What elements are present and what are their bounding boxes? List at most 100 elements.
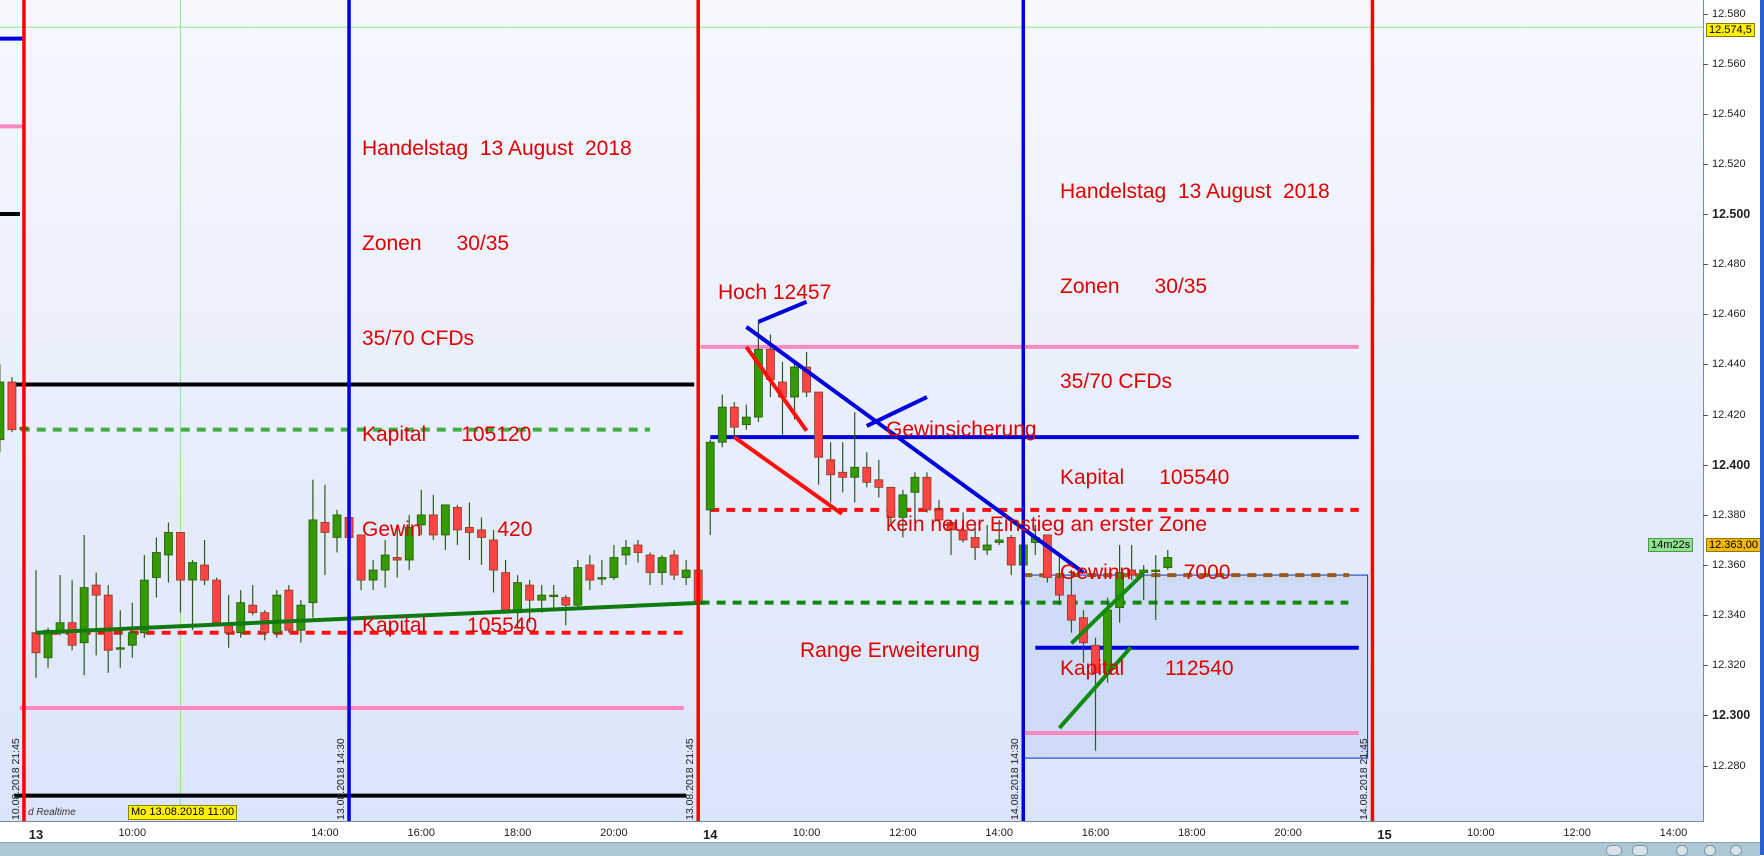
price-tick-label: 12.360 [1712, 559, 1746, 572]
candle-body [633, 544, 643, 553]
candle [874, 459, 884, 498]
candle [645, 552, 655, 586]
candle-body [452, 506, 462, 531]
candle [1127, 544, 1137, 581]
candle [1067, 570, 1076, 633]
session-line-label: 13.08.2018 21:45 [684, 738, 697, 820]
candle-body [1163, 557, 1173, 568]
note-line: kein neuer Einstieg an erster Zone [886, 512, 1208, 536]
time-tick-label: 15 [1377, 827, 1392, 842]
scroll-right-button[interactable] [1632, 845, 1648, 856]
candle-body [380, 554, 390, 571]
time-tick-label: 18:00 [1178, 827, 1206, 839]
candle [814, 391, 823, 485]
horizontal-scrollbar[interactable] [0, 842, 1760, 856]
candle-body [946, 522, 956, 531]
candle [958, 512, 968, 543]
candle [55, 575, 65, 636]
candle-body [790, 366, 799, 398]
candle-body [176, 532, 185, 581]
candle-body [103, 594, 113, 651]
candle-body [705, 441, 715, 511]
note-line: Gewin 420 [362, 518, 533, 542]
candle [212, 577, 222, 626]
price-tick-mark [1703, 163, 1708, 165]
session-line-label: 14.08.2018 14:30 [1009, 738, 1022, 820]
candle [404, 514, 414, 571]
candle-body [862, 466, 872, 483]
candle [886, 486, 896, 525]
candle-body [212, 579, 222, 624]
price-tick-label: 12.280 [1712, 759, 1746, 772]
candle-body [573, 567, 583, 606]
candle [272, 590, 282, 638]
candle [633, 539, 643, 563]
candle-body [465, 527, 474, 533]
candle-body [43, 629, 53, 659]
candle-body [729, 406, 739, 428]
candle-body [681, 569, 691, 578]
candle-body [115, 647, 125, 650]
candle [525, 580, 535, 623]
candle-body [91, 584, 101, 596]
time-tick-label: 12:00 [889, 827, 917, 839]
scroll-left-button[interactable] [1606, 845, 1622, 856]
candle-body [236, 602, 246, 634]
price-tick-mark [1703, 264, 1708, 266]
candle [452, 504, 462, 545]
price-tick-mark [1703, 615, 1708, 617]
candle-body [164, 532, 173, 556]
candle [368, 560, 378, 591]
zoom-out-icon[interactable] [1704, 845, 1716, 856]
zoom-in-icon[interactable] [1676, 845, 1688, 856]
gewinsicherung-pointer-line [865, 395, 928, 428]
window-border [1760, 0, 1764, 855]
time-tick-label: 10:00 [1467, 827, 1495, 839]
candle [826, 442, 836, 503]
price-tick-label: 12.420 [1712, 408, 1746, 421]
candle [320, 484, 330, 576]
price-tick-mark [1703, 715, 1708, 717]
price-tick-label: 12.480 [1712, 258, 1746, 271]
candlestick-chart[interactable] [0, 0, 1704, 822]
candle [1055, 557, 1064, 606]
candle [657, 555, 667, 586]
note-line: Gewinsicherung [886, 417, 1037, 441]
time-tick-label: 10:00 [118, 827, 147, 839]
price-tick-mark [1703, 113, 1708, 115]
candle-body [850, 466, 860, 478]
price-tick-mark [1703, 314, 1708, 316]
note-line: Zonen 30/35 [362, 231, 510, 255]
candle [440, 504, 450, 550]
candle [332, 509, 342, 553]
candle-body [7, 381, 17, 431]
zoom-reset-icon[interactable] [1730, 845, 1742, 856]
price-tick-label: 12.340 [1712, 609, 1746, 622]
candle [31, 570, 41, 678]
candle-body [982, 544, 992, 551]
candle [79, 534, 89, 676]
candle-body [1139, 569, 1149, 573]
price-tick-label: 12.440 [1712, 358, 1746, 371]
candle-body [151, 552, 161, 578]
price-tick-label: 12.300 [1712, 708, 1751, 723]
candle-body [1042, 534, 1052, 578]
candle [164, 522, 173, 583]
candle-body [910, 476, 920, 493]
time-tick-label: 12:00 [1563, 827, 1591, 839]
candle-body [1151, 569, 1161, 572]
candle-body [308, 519, 318, 604]
candle [790, 361, 799, 420]
candle [200, 539, 209, 586]
candle [729, 402, 739, 438]
candle [1139, 565, 1149, 601]
candle-body [224, 624, 234, 634]
candle-body [284, 589, 294, 631]
candle-body [332, 514, 342, 538]
candle-body [922, 476, 932, 511]
time-tick-label: 14:00 [1659, 827, 1688, 839]
candle-body [802, 366, 811, 393]
price-tick-label: 12.540 [1712, 107, 1746, 120]
candle-body [525, 584, 535, 601]
chart-plot-area[interactable] [0, 0, 1704, 822]
